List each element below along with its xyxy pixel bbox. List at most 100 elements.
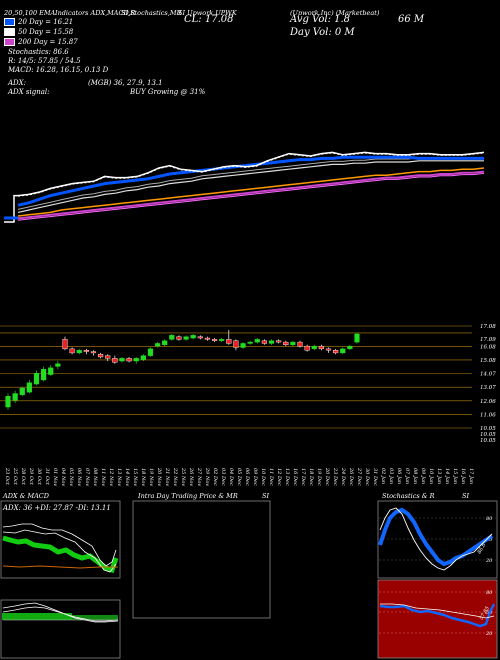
candle-body [311, 345, 317, 350]
legend-50day-text: 50 Day = 15.58 [18, 28, 74, 36]
candle-body [12, 393, 18, 401]
candle-body [154, 343, 161, 347]
candle-body [219, 339, 225, 341]
minus-di-line [2, 529, 117, 573]
date-label: 13 Nov [116, 468, 122, 486]
candle-body [254, 339, 260, 343]
price-tick-label: 10.05 [480, 432, 496, 438]
legend-20day-text: 20 Day = 16.21 [18, 18, 74, 26]
date-label: 12 Dec [276, 468, 282, 486]
price-tick-label: 10.05 [480, 426, 496, 432]
date-axis: 23 Oct 25 Oct 28 Oct 29 Oct 30 Oct 31 Oct 01 N… [4, 467, 474, 486]
date-label: 27 Nov [196, 467, 202, 486]
date-label: 10 Jan [428, 468, 434, 484]
legend-50day: 50 Day = 15.58 [4, 28, 73, 36]
candle-body [340, 348, 346, 354]
intraday-panel-frame [132, 500, 271, 619]
date-label: 08 Jan [412, 468, 418, 484]
candle-body [119, 358, 125, 362]
adx-stats: ADX: 36 +DI: 27.87 -DI: 13.11 [2, 504, 111, 512]
date-label: 19 Nov [148, 468, 154, 486]
candle-body [176, 336, 182, 340]
date-label: 06 Dec [244, 468, 250, 486]
candle-body [354, 333, 360, 343]
date-label: 12 Nov [108, 468, 114, 486]
candle-body [83, 350, 89, 352]
ema-chart [4, 151, 485, 223]
legend-200day-swatch [4, 38, 15, 46]
candle-body [190, 335, 196, 339]
macd-panel-frame [0, 599, 121, 659]
ema200-band-line [17, 172, 485, 221]
price-tick-label: 11.06 [480, 412, 496, 418]
price-tick-label: 13.07 [480, 385, 496, 391]
date-label: 06 Nov [76, 468, 82, 486]
date-label: 07 Jan [404, 468, 410, 484]
candle-body [26, 382, 32, 393]
adx-green-line [2, 535, 119, 574]
header-company: (Upwork Inc) (Marketbeat) [290, 9, 380, 17]
candle-body [261, 340, 268, 344]
date-label: 06 Jan [396, 468, 402, 484]
date-label: 30 Dec [364, 468, 370, 486]
date-label: 26 Dec [348, 467, 354, 486]
macd-hist-fill-2 [72, 615, 118, 620]
date-label: 07 Nov [84, 468, 90, 486]
candle-body [276, 340, 282, 343]
day-volume: Day Vol: 0 M [290, 27, 355, 38]
date-label: 15 Nov [132, 468, 138, 486]
header-ema-title: 20,50,100 EMA [4, 9, 56, 17]
candle-body [162, 340, 168, 346]
candle-body [204, 337, 211, 340]
date-label: 02 Dec [212, 468, 218, 486]
legend-20day: 20 Day = 16.21 [4, 18, 73, 26]
date-label: 20 Dec [324, 467, 330, 486]
date-label: 16 Jan [460, 468, 466, 484]
legend-20day-swatch [4, 18, 15, 26]
date-label: 14 Nov [124, 468, 130, 486]
candle-body [62, 339, 68, 350]
date-label: 22 Nov [172, 467, 178, 486]
panel-intraday-si: SI [262, 492, 270, 500]
candle-body [105, 355, 111, 359]
candle-body [140, 355, 146, 360]
price-tick-label: 14.07 [480, 372, 496, 378]
date-label: 14 Jan [444, 468, 450, 484]
price-tick-label: 17.08 [480, 324, 496, 330]
date-label: 26 Nov [188, 467, 194, 486]
date-label: 11 Nov [100, 468, 106, 486]
stoch-tick-label: 80 [486, 516, 493, 522]
date-label: 31 Dec [372, 468, 378, 486]
panel-adx-macd-title: ADX & MACD [3, 492, 49, 500]
adx-orange-line [2, 565, 118, 569]
date-label: 09 Dec [252, 468, 258, 486]
date-label: 19 Dec [316, 468, 322, 486]
header-indicators: Indicators ADX,MACD,R [55, 9, 136, 17]
candle-body [347, 345, 353, 350]
price-tick-label: 12.06 [480, 399, 496, 405]
adx-signal-value: BUY Growing @ 31% [130, 88, 206, 96]
candle-body [318, 345, 324, 350]
adx-value: (MGB) 36, 27.9, 13.1 [88, 79, 163, 87]
date-label: 02 Jan [380, 468, 386, 484]
ema100-line [17, 167, 485, 217]
stoch-tick-label: 20 [485, 558, 493, 564]
candle-body [41, 368, 47, 381]
ema200-line [17, 170, 485, 220]
date-label: 25 Oct [12, 467, 18, 486]
candle-body [325, 348, 332, 351]
price-line [4, 151, 485, 223]
price-tick-label: 17.09 [480, 337, 496, 343]
date-label: 31 Oct [44, 468, 50, 486]
bottom-panels: ADX: 36 +DI: 27.87 -DI: 13.11 80502086.6… [0, 500, 498, 659]
plus-di-line [2, 523, 117, 567]
stoch-k-line [378, 507, 494, 567]
date-label: 03 Jan [388, 468, 394, 484]
adx-label: ADX: [8, 79, 27, 87]
close-price: CL: 17.08 [184, 14, 234, 25]
candle-body [133, 358, 139, 362]
candle-body [211, 339, 218, 341]
candle-body [90, 351, 97, 354]
candle-body [304, 345, 310, 351]
